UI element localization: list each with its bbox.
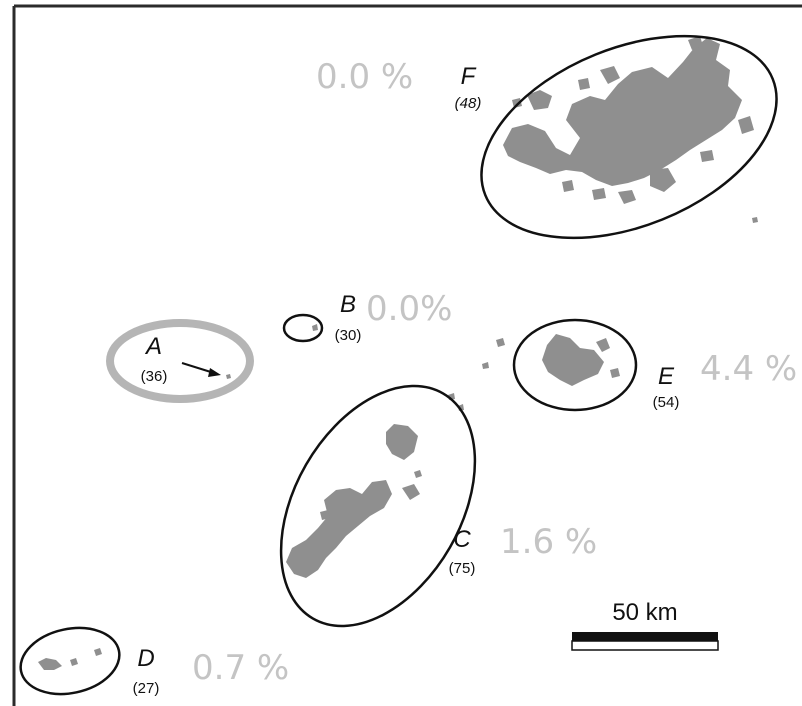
- region-a-patch: [226, 374, 231, 379]
- region-e-count: (54): [653, 394, 680, 411]
- region-e-boundary: [512, 318, 638, 412]
- region-a-arrow: [181, 362, 215, 374]
- scale-bar-black-segment: [572, 632, 718, 641]
- region-d-percent: 0.7 %: [192, 648, 289, 688]
- region-c-patches: [286, 424, 422, 578]
- region-f-patches: [503, 36, 754, 204]
- region-f-percent: 0.0 %: [316, 57, 413, 97]
- region-e: E (54) 4.4 %: [512, 318, 797, 412]
- region-b-percent: 0.0%: [366, 289, 452, 329]
- region-f: F (48) 0.0 %: [316, 34, 778, 240]
- region-a-letter: A: [144, 333, 162, 360]
- region-a-arrowhead: [208, 368, 221, 377]
- region-e-patches: [542, 334, 620, 386]
- region-d: D (27) 0.7 %: [19, 626, 289, 697]
- scale-bar-white-segment: [571, 640, 719, 651]
- region-f-count: (48): [455, 95, 482, 112]
- region-b-count: (30): [335, 327, 362, 344]
- region-e-percent: 4.4 %: [700, 349, 797, 389]
- region-b-letter: B: [340, 291, 356, 318]
- region-d-boundary: [19, 626, 121, 696]
- region-c-count: (75): [449, 560, 476, 577]
- scale-bar-label: 50 km: [612, 599, 677, 626]
- region-f-letter: F: [461, 63, 477, 90]
- scattered-patches: [448, 217, 758, 411]
- region-c: C (75) 1.6 %: [279, 384, 597, 628]
- region-a-highlight-ring: [106, 319, 254, 403]
- region-d-count: (27): [133, 680, 160, 697]
- region-a-count: (36): [141, 368, 168, 385]
- region-c-percent: 1.6 %: [500, 522, 597, 562]
- region-a: A (36): [106, 319, 254, 403]
- region-b-patch: [312, 324, 318, 331]
- region-d-patches: [38, 648, 102, 670]
- scale-bar: 50 km: [571, 599, 719, 651]
- region-d-letter: D: [137, 645, 154, 672]
- region-e-letter: E: [658, 363, 675, 390]
- region-c-boundary: [279, 384, 477, 628]
- region-c-letter: C: [453, 526, 471, 553]
- region-f-boundary: [480, 34, 778, 240]
- region-b: B (30) 0.0%: [282, 289, 452, 344]
- region-b-boundary: [282, 313, 324, 343]
